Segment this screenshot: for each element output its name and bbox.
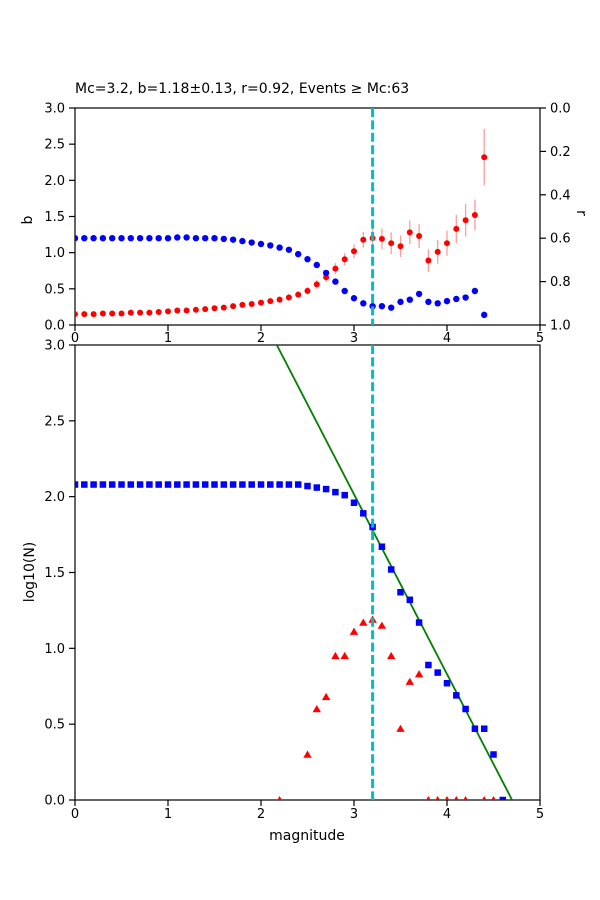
bottom-x-tick-label: 0 [71, 807, 79, 822]
bottom-y-tick-label: 2.5 [44, 414, 65, 429]
cumulative-series [75, 481, 507, 800]
top-right-tick-label: 0.0 [550, 102, 571, 117]
bottom-y-tick-label: 0.5 [44, 718, 65, 733]
top-left-tick-label: 1.0 [44, 246, 65, 261]
tick-marks [69, 107, 546, 806]
top-x-tick-label: 1 [164, 331, 172, 346]
top-right-tick-label: 1.0 [550, 319, 571, 334]
top-left-tick-label: 2.0 [44, 174, 65, 189]
bottom-x-tick-label: 1 [164, 807, 172, 822]
top-right-tick-label: 0.6 [550, 232, 571, 247]
top-x-tick-label: 3 [350, 331, 358, 346]
gr-fit-line [276, 345, 513, 800]
top-right-tick-label: 0.2 [550, 145, 571, 160]
bottom-x-tick-label: 3 [350, 807, 358, 822]
top-x-tick-label: 0 [71, 331, 79, 346]
top-left-tick-label: 0.0 [44, 319, 65, 334]
bottom-y-axis-label: log10(N) [22, 542, 38, 603]
top-left-tick-label: 2.5 [44, 138, 65, 153]
bottom-x-axis-label: magnitude [269, 828, 345, 844]
bottom-y-tick-label: 1.0 [44, 642, 65, 657]
top-right-tick-label: 0.4 [550, 188, 571, 203]
bottom-y-tick-label: 2.0 [44, 490, 65, 505]
top-left-axis-label: b [20, 215, 36, 224]
bottom-y-tick-label: 0.0 [44, 794, 65, 809]
bottom-x-tick-label: 2 [257, 807, 265, 822]
top-x-tick-label: 2 [257, 331, 265, 346]
bottom-x-tick-label: 4 [443, 807, 451, 822]
top-left-tick-label: 0.5 [44, 282, 65, 297]
top-left-tick-label: 1.5 [44, 210, 65, 225]
top-left-tick-label: 3.0 [44, 102, 65, 117]
figure-title: Mc=3.2, b=1.18±0.13, r=0.92, Events ≥ Mc… [75, 81, 409, 97]
bottom-y-tick-label: 1.5 [44, 566, 65, 581]
bottom-plot-frame [74, 344, 541, 801]
top-right-axis-label: r [573, 210, 589, 216]
r-value-series [75, 154, 488, 318]
b-value-series [75, 234, 488, 319]
tick-labels: 0.0 0.5 1.0 1.5 2.0 2.5 3.0 0.0 0.2 0.4 0.6 0.8 1.0 0… [44, 102, 570, 823]
top-x-tick-label: 5 [536, 331, 544, 346]
bottom-x-tick-label: 5 [536, 807, 544, 822]
bottom-y-tick-label: 3.0 [44, 339, 65, 354]
top-x-tick-label: 4 [443, 331, 451, 346]
top-right-tick-label: 0.8 [550, 275, 571, 290]
r-errorbar-series [75, 129, 485, 316]
plot-area: 0.0 0.5 1.0 1.5 2.0 2.5 3.0 0.0 0.2 0.4 0.6 0.8 1.0 0… [44, 102, 570, 823]
